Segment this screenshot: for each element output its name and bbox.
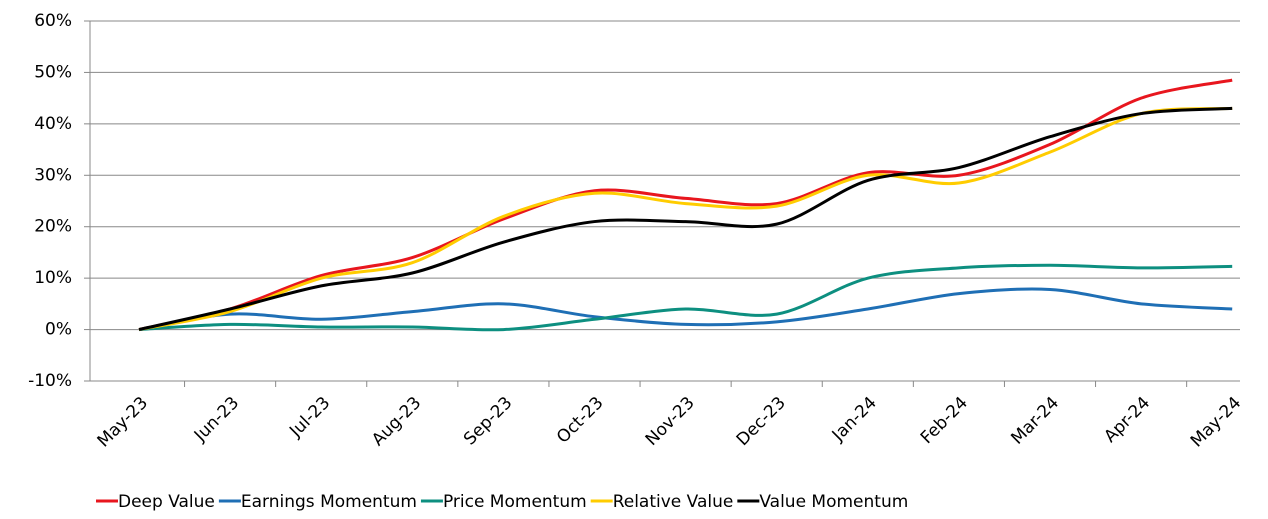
x-tick-label: Oct-23 bbox=[553, 393, 608, 448]
y-tick-label: 60% bbox=[34, 11, 72, 31]
y-tick-label: 40% bbox=[34, 114, 72, 134]
x-tick-label: Aug-23 bbox=[368, 393, 425, 450]
x-tick-label: Jun-23 bbox=[190, 393, 243, 446]
x-tick-label: May-23 bbox=[94, 393, 152, 451]
legend-label: Relative Value bbox=[613, 492, 734, 512]
x-tick-label: Nov-23 bbox=[642, 393, 699, 450]
series-line bbox=[138, 78, 1233, 332]
y-tick-label: 0% bbox=[45, 320, 72, 340]
x-tick-label: Dec-23 bbox=[733, 393, 790, 450]
y-tick-label: 10% bbox=[34, 268, 72, 288]
series-line bbox=[138, 106, 1233, 332]
x-tick-label: Sep-23 bbox=[460, 393, 516, 449]
x-tick-label: May-24 bbox=[1187, 393, 1245, 451]
legend-label: Earnings Momentum bbox=[241, 492, 417, 512]
y-tick-label: 20% bbox=[34, 217, 72, 237]
legend-label: Price Momentum bbox=[443, 492, 587, 512]
y-tick-label: 30% bbox=[34, 165, 72, 185]
y-tick-label: -10% bbox=[28, 371, 72, 391]
series-line bbox=[138, 263, 1233, 332]
x-tick-label: Jan-24 bbox=[828, 393, 881, 446]
series-line bbox=[138, 106, 1233, 332]
x-tick-label: Jul-23 bbox=[285, 393, 334, 442]
x-tick-label: Apr-24 bbox=[1100, 393, 1154, 447]
series-line bbox=[138, 287, 1233, 332]
legend-label: Value Momentum bbox=[759, 492, 908, 512]
legend-label: Deep Value bbox=[118, 492, 215, 512]
x-tick-label: Feb-24 bbox=[917, 393, 972, 448]
x-tick-label: Mar-24 bbox=[1007, 393, 1063, 449]
y-tick-label: 50% bbox=[34, 62, 72, 82]
